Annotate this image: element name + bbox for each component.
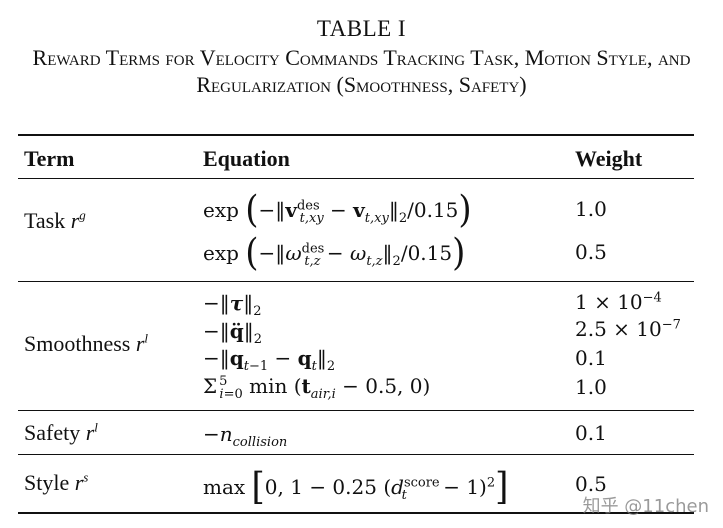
table-caption: Reward Terms for Velocity Commands Track…: [32, 45, 691, 97]
watermark: 知乎 @11chen: [582, 496, 709, 517]
weight-cell: 0.5: [575, 472, 607, 496]
group-rule: [18, 281, 694, 282]
weight-cell: 0.1: [575, 421, 607, 445]
group-rule: [18, 454, 694, 455]
header-equation: Equation: [203, 146, 290, 171]
weight-cell: 1.0: [575, 375, 607, 399]
weight-cell: 1 × 10−4: [575, 290, 662, 314]
group-rule: [18, 410, 694, 411]
equation-task-angular: exp (−‖ωdest,z − ωt,z‖2/0.15): [203, 231, 466, 275]
equation-joint-acc: −‖q̈‖2: [203, 319, 263, 347]
top-rule: [18, 134, 694, 136]
weight-cell: 1.0: [575, 197, 607, 221]
bottom-rule: [18, 512, 694, 514]
equation-style: max [0, 1 − 0.25 (dscoret − 1)2]: [203, 465, 509, 509]
equation-task-linear: exp (−‖vdest,xy − vt,xy‖2/0.15): [203, 188, 472, 232]
equation-action-rate: −‖qt−1 − qt‖2: [203, 346, 336, 374]
table-label: TABLE I: [316, 16, 407, 41]
weight-cell: 2.5 × 10−7: [575, 317, 681, 341]
term-style: Style rs: [24, 469, 89, 495]
equation-collision: −ncollision: [203, 422, 288, 450]
equation-torque: −‖τ‖2: [203, 291, 262, 319]
header-rule: [18, 178, 694, 179]
term-safety: Safety rl: [24, 419, 98, 445]
term-task: Task rg: [24, 207, 86, 233]
equation-air-time: Σ 5i=0 min (tair,i − 0.5, 0): [203, 374, 431, 402]
header-term: Term: [24, 146, 75, 171]
weight-cell: 0.1: [575, 346, 607, 370]
weight-cell: 0.5: [575, 240, 607, 264]
term-smoothness: Smoothness rl: [24, 330, 149, 356]
header-weight: Weight: [575, 146, 643, 171]
